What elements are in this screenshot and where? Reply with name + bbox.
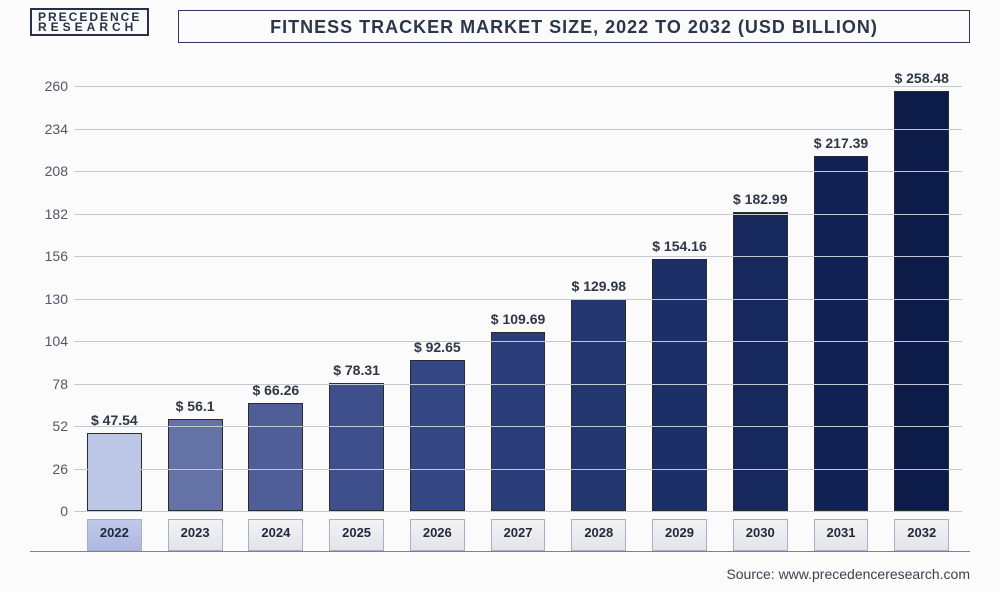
x-axis: 2022 2023 2024 2025 2026 2027 2028 2029 2030 2031… xyxy=(74,511,962,551)
grid-line xyxy=(74,341,962,342)
x-slot: 2022 xyxy=(74,511,155,551)
bar-slot: $ 129.98 xyxy=(558,70,639,511)
x-tick-label: 2030 xyxy=(733,519,788,551)
x-tick-label: 2023 xyxy=(168,519,223,551)
bar-value-label: $ 182.99 xyxy=(733,191,788,207)
x-slot: 2023 xyxy=(155,511,236,551)
y-tick-label: 130 xyxy=(30,291,68,307)
bar xyxy=(248,403,303,511)
x-slot: 2032 xyxy=(881,511,962,551)
y-tick-label: 234 xyxy=(30,121,68,137)
bar-slot: $ 258.48 xyxy=(881,70,962,511)
bar-value-label: $ 109.69 xyxy=(491,311,546,327)
grid-line xyxy=(74,256,962,257)
x-slot: 2025 xyxy=(316,511,397,551)
grid-line xyxy=(74,299,962,300)
bar-value-label: $ 217.39 xyxy=(814,135,869,151)
y-tick-label: 260 xyxy=(30,78,68,94)
bar-value-label: $ 154.16 xyxy=(652,238,707,254)
bar xyxy=(410,360,465,511)
bar-slot: $ 109.69 xyxy=(478,70,559,511)
x-tick-label: 2028 xyxy=(571,519,626,551)
bar xyxy=(329,383,384,511)
x-slot: 2024 xyxy=(235,511,316,551)
bar-value-label: $ 258.48 xyxy=(894,70,949,86)
y-tick-label: 104 xyxy=(30,333,68,349)
y-tick-label: 208 xyxy=(30,163,68,179)
x-slot: 2030 xyxy=(720,511,801,551)
grid-line xyxy=(74,384,962,385)
y-tick-label: 78 xyxy=(30,376,68,392)
bar-value-label: $ 78.31 xyxy=(333,362,380,378)
x-tick-label: 2032 xyxy=(894,519,949,551)
bar xyxy=(87,433,142,511)
bar-slot: $ 78.31 xyxy=(316,70,397,511)
x-tick-label: 2024 xyxy=(248,519,303,551)
bar-value-label: $ 56.1 xyxy=(176,398,215,414)
x-tick-label: 2026 xyxy=(410,519,465,551)
y-tick-label: 156 xyxy=(30,248,68,264)
bar-slot: $ 182.99 xyxy=(720,70,801,511)
chart-title: FITNESS TRACKER MARKET SIZE, 2022 TO 203… xyxy=(179,17,969,38)
x-tick-label: 2031 xyxy=(814,519,869,551)
bar xyxy=(894,91,949,511)
bar xyxy=(814,156,869,511)
x-slot: 2027 xyxy=(478,511,559,551)
bar-slot: $ 154.16 xyxy=(639,70,720,511)
bar-slot: $ 92.65 xyxy=(397,70,478,511)
grid-line xyxy=(74,214,962,215)
x-tick-label: 2022 xyxy=(87,519,142,551)
bar-value-label: $ 129.98 xyxy=(572,278,627,294)
bar xyxy=(652,259,707,511)
bar-slot: $ 217.39 xyxy=(801,70,882,511)
bar-slot: $ 66.26 xyxy=(235,70,316,511)
chart-title-box: FITNESS TRACKER MARKET SIZE, 2022 TO 203… xyxy=(178,10,970,43)
grid-line xyxy=(74,426,962,427)
grid-line xyxy=(74,129,962,130)
x-tick-label: 2029 xyxy=(652,519,707,551)
plot-region: $ 47.54 $ 56.1 $ 66.26 $ 78.31 $ 92.65 $ 109.… xyxy=(74,70,962,511)
x-tick-label: 2027 xyxy=(491,519,546,551)
bar-slot: $ 47.54 xyxy=(74,70,155,511)
y-tick-label: 52 xyxy=(30,418,68,434)
bar xyxy=(168,419,223,511)
grid-line xyxy=(74,86,962,87)
y-tick-label: 26 xyxy=(30,461,68,477)
source-attribution: Source: www.precedenceresearch.com xyxy=(726,566,970,582)
bar-container: $ 47.54 $ 56.1 $ 66.26 $ 78.31 $ 92.65 $ 109.… xyxy=(74,70,962,511)
bar xyxy=(571,299,626,511)
grid-line xyxy=(74,469,962,470)
logo-line-2: RESEARCH xyxy=(38,22,141,32)
x-slot: 2028 xyxy=(558,511,639,551)
x-tick-label: 2025 xyxy=(329,519,384,551)
y-tick-label: 0 xyxy=(30,503,68,519)
grid-line xyxy=(74,171,962,172)
x-slot: 2026 xyxy=(397,511,478,551)
x-slot: 2031 xyxy=(801,511,882,551)
brand-logo: PRECEDENCE RESEARCH xyxy=(30,8,149,36)
chart-area: $ 47.54 $ 56.1 $ 66.26 $ 78.31 $ 92.65 $ 109.… xyxy=(30,60,970,552)
y-tick-label: 182 xyxy=(30,206,68,222)
bar-slot: $ 56.1 xyxy=(155,70,236,511)
bar xyxy=(491,332,546,511)
x-slot: 2029 xyxy=(639,511,720,551)
